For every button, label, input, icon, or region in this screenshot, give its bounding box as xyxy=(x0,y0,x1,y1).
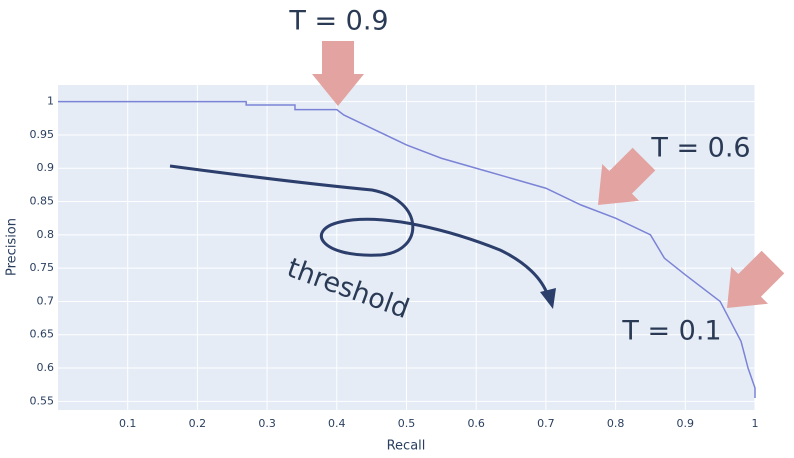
x-tick-label: 0.9 xyxy=(677,417,695,430)
y-tick-label: 1 xyxy=(47,95,54,108)
x-tick-label: 0.5 xyxy=(398,417,416,430)
x-tick-label: 0.6 xyxy=(467,417,485,430)
x-tick-label: 0.7 xyxy=(537,417,555,430)
y-tick-label: 0.9 xyxy=(37,161,55,174)
lines xyxy=(58,100,756,399)
y-tick-label: 0.6 xyxy=(37,361,55,374)
grid xyxy=(58,85,756,410)
threshold-arrowhead xyxy=(540,288,556,309)
y-tick-label: 0.8 xyxy=(37,228,55,241)
x-tick-label: 1 xyxy=(752,417,759,430)
x-tick-label: 0.3 xyxy=(258,417,276,430)
y-tick-label: 0.7 xyxy=(37,294,55,307)
y-tick-label: 0.75 xyxy=(30,261,55,274)
x-tick-label: 0.1 xyxy=(119,417,137,430)
annotation: T = 0.9 xyxy=(288,6,388,37)
y-axis-title: Precision xyxy=(5,218,20,276)
y-tick-label: 0.55 xyxy=(30,394,55,407)
y-tick-label: 0.95 xyxy=(30,128,55,141)
x-tick-label: 0.2 xyxy=(189,417,207,430)
x-tick-label: 0.4 xyxy=(328,417,346,430)
x-axis-title: Recall xyxy=(387,439,426,454)
x-tick-label: 0.8 xyxy=(607,417,625,430)
y-tick-label: 0.85 xyxy=(30,195,55,208)
arrow xyxy=(598,147,656,205)
arrow xyxy=(312,41,364,106)
annotation: T = 0.6 xyxy=(650,133,750,164)
pointer-arrows xyxy=(312,41,785,308)
annotation: T = 0.1 xyxy=(621,316,721,347)
threshold-curve xyxy=(169,164,550,297)
y-tick-label: 0.65 xyxy=(30,328,55,341)
arrow xyxy=(727,250,785,308)
pr-curve xyxy=(58,100,756,399)
